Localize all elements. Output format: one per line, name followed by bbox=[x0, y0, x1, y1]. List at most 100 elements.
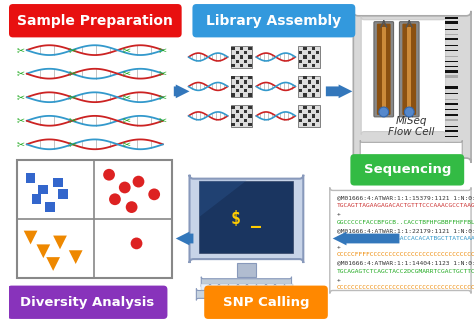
Bar bbox=[231, 93, 235, 97]
Polygon shape bbox=[174, 84, 190, 98]
Bar bbox=[445, 28, 458, 30]
Text: ✂: ✂ bbox=[123, 92, 131, 102]
Text: +: + bbox=[337, 277, 340, 282]
Bar bbox=[303, 123, 307, 126]
Bar bbox=[231, 85, 235, 88]
Bar bbox=[238, 284, 246, 290]
Bar bbox=[303, 55, 307, 59]
Bar bbox=[236, 51, 239, 54]
Circle shape bbox=[148, 188, 160, 200]
Bar bbox=[445, 53, 458, 57]
Bar bbox=[231, 105, 252, 127]
Polygon shape bbox=[176, 232, 193, 245]
Bar bbox=[276, 284, 283, 290]
Bar bbox=[312, 114, 315, 118]
Bar bbox=[248, 93, 252, 97]
Bar bbox=[244, 60, 247, 63]
FancyBboxPatch shape bbox=[192, 4, 356, 37]
Bar bbox=[303, 114, 307, 118]
Polygon shape bbox=[333, 232, 400, 245]
Bar bbox=[312, 47, 315, 50]
Text: +: + bbox=[337, 244, 340, 249]
Bar bbox=[445, 77, 458, 78]
Bar bbox=[303, 76, 307, 80]
Bar bbox=[231, 76, 235, 80]
FancyBboxPatch shape bbox=[402, 24, 416, 115]
Circle shape bbox=[404, 107, 414, 117]
Bar bbox=[248, 123, 252, 126]
FancyBboxPatch shape bbox=[9, 4, 182, 37]
Bar bbox=[266, 284, 274, 290]
Text: CCCCCFFFFCCCCCCCCCCCCCCCCCCCCCCCCCCCCCCC: CCCCCFFFFCCCCCCCCCCCCCCCCCCCCCCCCCCCCCCC bbox=[337, 252, 474, 257]
Bar bbox=[248, 114, 252, 118]
Bar bbox=[445, 104, 458, 105]
FancyBboxPatch shape bbox=[330, 187, 471, 293]
Bar bbox=[236, 60, 239, 63]
Bar bbox=[445, 124, 458, 127]
Bar bbox=[312, 55, 315, 59]
Bar bbox=[312, 85, 315, 88]
Bar bbox=[445, 88, 458, 89]
Bar bbox=[231, 114, 235, 118]
FancyBboxPatch shape bbox=[377, 24, 391, 115]
Bar bbox=[312, 106, 315, 109]
Bar bbox=[244, 118, 247, 122]
Bar bbox=[248, 76, 252, 80]
Bar bbox=[240, 55, 243, 59]
FancyBboxPatch shape bbox=[374, 22, 393, 117]
Bar bbox=[445, 80, 458, 83]
Bar bbox=[231, 47, 235, 50]
Bar bbox=[312, 64, 315, 67]
Circle shape bbox=[379, 107, 389, 117]
FancyBboxPatch shape bbox=[201, 277, 292, 287]
Text: ✂: ✂ bbox=[69, 69, 77, 79]
Bar bbox=[445, 145, 458, 148]
Bar bbox=[299, 118, 302, 122]
Bar bbox=[231, 76, 252, 97]
Text: ✂: ✂ bbox=[69, 139, 77, 149]
Text: ✂: ✂ bbox=[123, 45, 131, 55]
Text: $ _: $ _ bbox=[230, 210, 261, 228]
Polygon shape bbox=[24, 231, 37, 244]
Text: GGCCCCCFACCBFGCB..CACCTBFHFGBBFFHFFBL.B: GGCCCCCFACCBFGCB..CACCTBFHFGBBFFHFFBL.B bbox=[337, 220, 474, 225]
Bar bbox=[237, 263, 256, 277]
Polygon shape bbox=[53, 236, 67, 249]
Text: ✂: ✂ bbox=[17, 69, 25, 79]
Text: @M01666:4:ATWAR:1:1:15379:1121 1:N:0:0: @M01666:4:ATWAR:1:1:15379:1121 1:N:0:0 bbox=[337, 195, 474, 200]
Bar bbox=[303, 47, 307, 50]
FancyBboxPatch shape bbox=[8, 286, 167, 319]
Bar bbox=[445, 48, 458, 51]
Bar bbox=[316, 51, 319, 54]
Bar bbox=[303, 64, 307, 67]
Text: Diversity Analysis: Diversity Analysis bbox=[20, 296, 155, 309]
Bar bbox=[244, 89, 247, 92]
Text: ✂: ✂ bbox=[17, 139, 25, 149]
Bar bbox=[445, 142, 458, 143]
Bar bbox=[231, 46, 252, 68]
Text: Sequencing: Sequencing bbox=[364, 163, 451, 176]
Bar bbox=[312, 76, 315, 80]
Bar bbox=[445, 93, 458, 94]
Bar bbox=[316, 80, 319, 84]
FancyBboxPatch shape bbox=[204, 286, 328, 319]
Polygon shape bbox=[46, 257, 60, 271]
Bar bbox=[231, 55, 235, 59]
Bar bbox=[445, 45, 458, 46]
Bar bbox=[308, 60, 311, 63]
Bar bbox=[445, 98, 458, 100]
Bar bbox=[382, 27, 386, 112]
Circle shape bbox=[131, 238, 142, 249]
Bar bbox=[240, 76, 243, 80]
Circle shape bbox=[103, 169, 115, 181]
Bar bbox=[445, 66, 458, 67]
Text: TGCAGAGTCTCAGCTACC2DCGMARRTCGACTGCTTCTCA: TGCAGAGTCTCAGCTACC2DCGMARRTCGACTGCTTCTCA bbox=[337, 269, 474, 274]
Bar bbox=[229, 284, 237, 290]
Text: +: + bbox=[337, 212, 340, 217]
Text: ✂: ✂ bbox=[123, 139, 131, 149]
Text: ✂: ✂ bbox=[69, 92, 77, 102]
Bar bbox=[445, 23, 458, 24]
Text: ✂: ✂ bbox=[17, 116, 25, 126]
Polygon shape bbox=[199, 181, 246, 217]
Bar bbox=[445, 115, 458, 116]
Text: ✂: ✂ bbox=[17, 45, 25, 55]
